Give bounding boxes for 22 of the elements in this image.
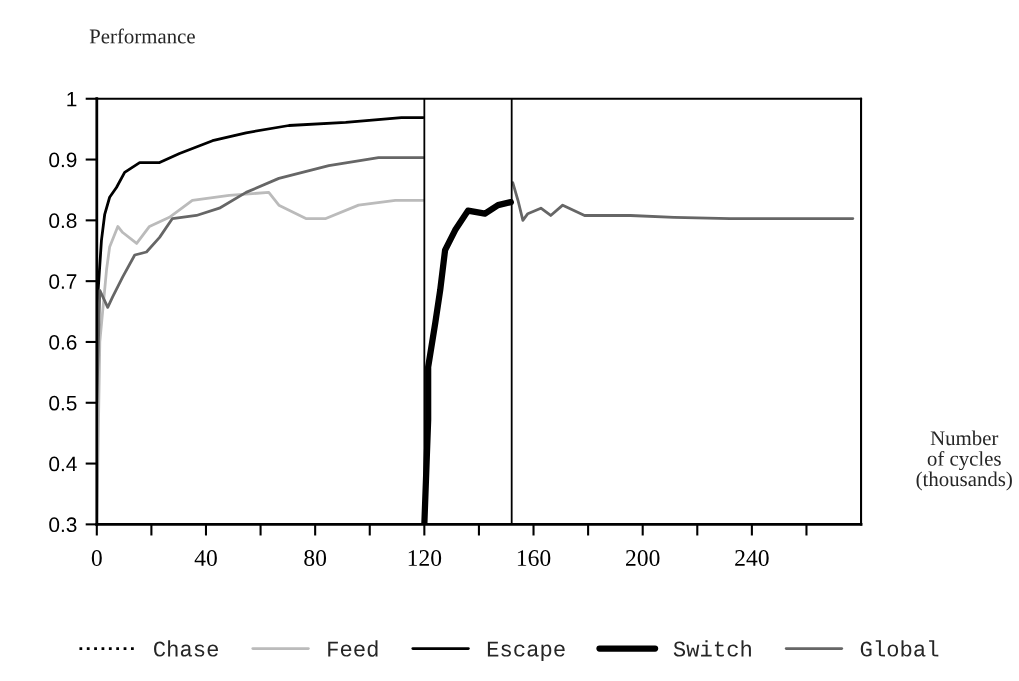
y-tick-label: 0.4 (49, 456, 77, 472)
x-tick-label: 240 (735, 550, 769, 566)
y-tick-label: 0.7 (49, 274, 77, 289)
x-tick-label: 80 (304, 550, 327, 566)
legend-label: Switch (673, 640, 751, 657)
y-tick-label: 0.6 (49, 334, 77, 350)
y-tick-label: 1 (67, 91, 77, 107)
x-tick-label: 200 (626, 550, 660, 566)
legend-label: Escape (487, 641, 565, 661)
legend-label: Chase (154, 640, 218, 657)
x-tick-label: 0 (91, 550, 102, 566)
x-tick-label: 160 (517, 550, 551, 566)
x-tick-label: 120 (408, 550, 442, 566)
y-tick-label: 0.9 (49, 152, 77, 168)
y-tick-label: 0.8 (49, 213, 77, 229)
y-tick-label: 0.3 (49, 517, 77, 533)
y-tick-label: 0.5 (49, 395, 77, 411)
y-axis-title: Performance (89, 28, 195, 44)
x-axis-title: Number of cycles (thousands) (916, 430, 1012, 491)
legend-label: Feed (328, 640, 378, 657)
x-tick-label: 40 (194, 550, 217, 566)
legend-label: Global (860, 640, 939, 657)
